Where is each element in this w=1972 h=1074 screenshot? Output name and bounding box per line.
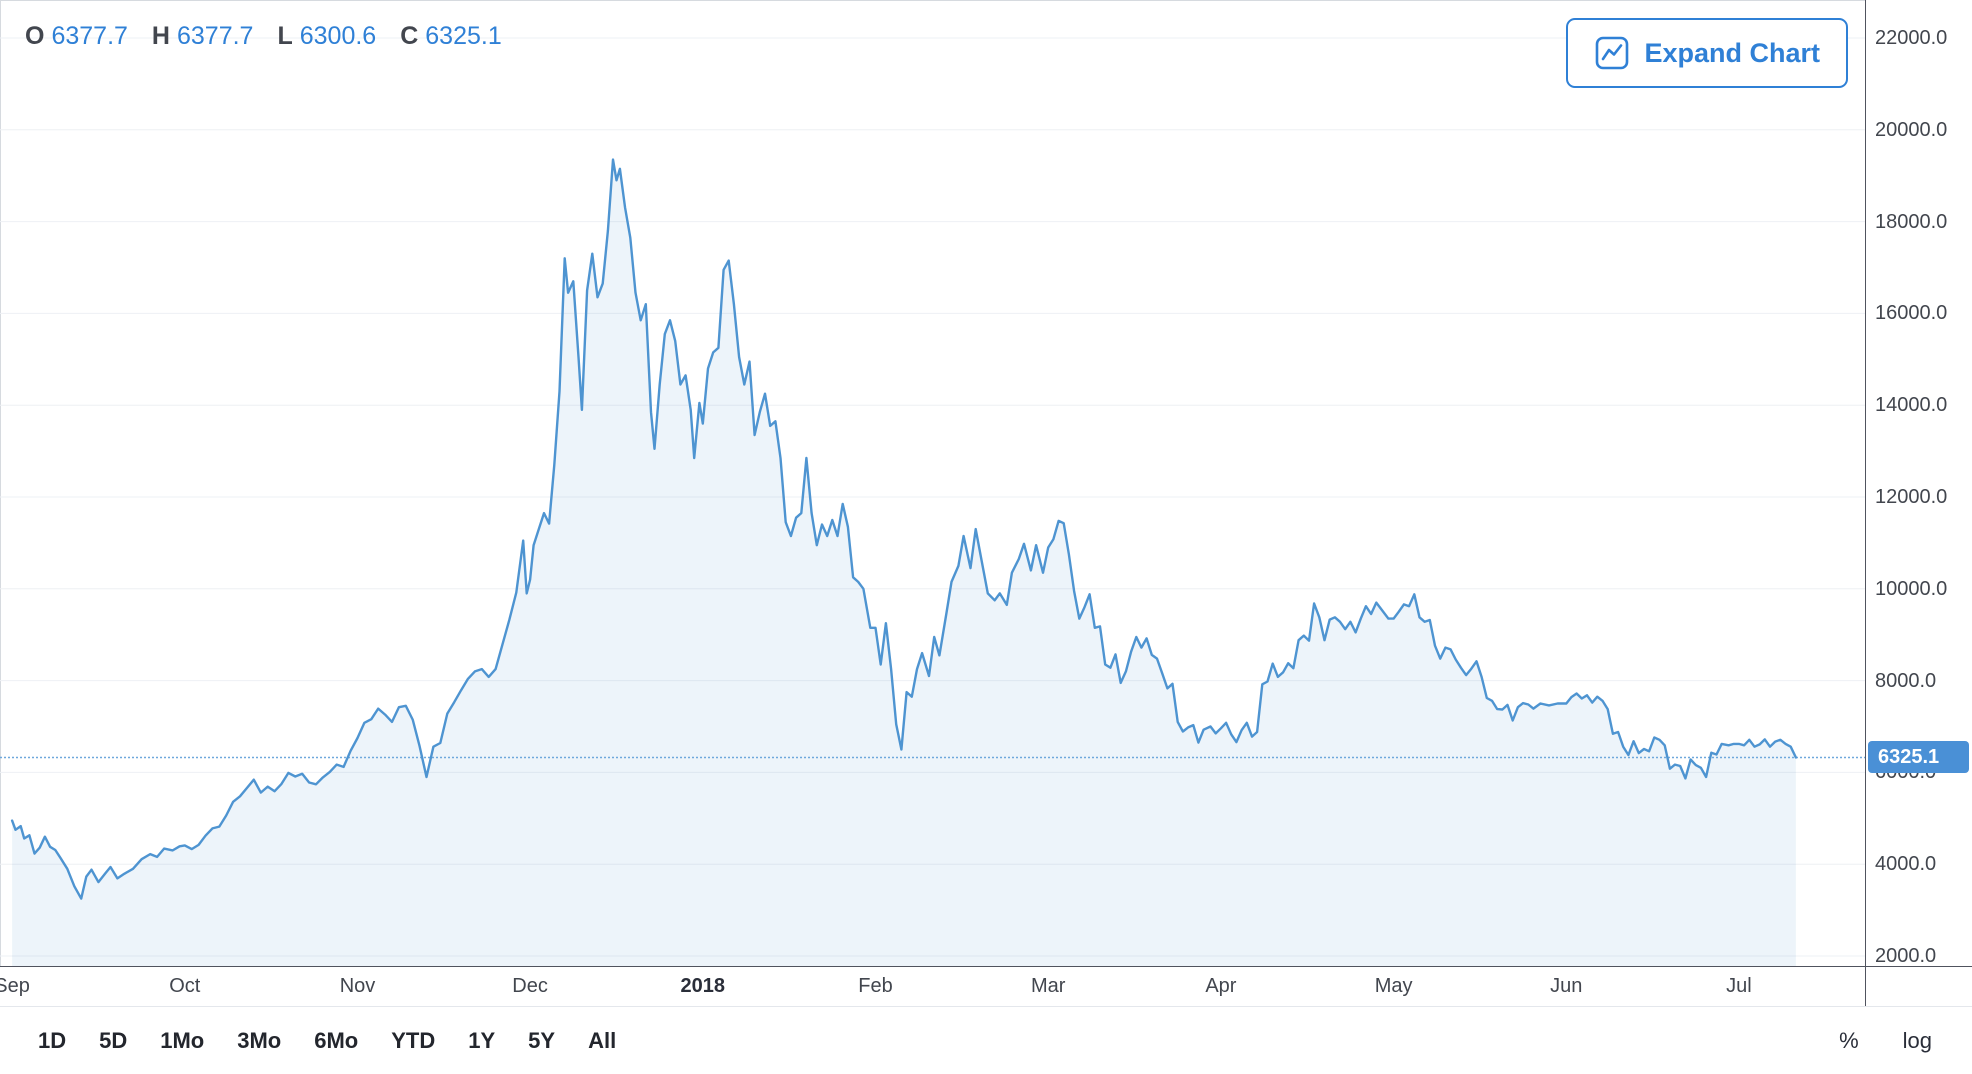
log-scale-button[interactable]: log [1902, 1027, 1932, 1053]
scale-buttons-group: % log [1839, 1028, 1932, 1054]
ohlc-low: L 6300.6 [277, 22, 376, 51]
y-axis-label: 20000.0 [1875, 118, 1948, 141]
y-axis-label: 14000.0 [1875, 394, 1948, 417]
time-axis-line [0, 966, 1972, 967]
ohlc-low-value: 6300.6 [299, 22, 377, 50]
expand-chart-button[interactable]: Expand Chart [1566, 18, 1848, 88]
ohlc-high-label: H [151, 22, 170, 50]
ohlc-close: C 6325.1 [400, 22, 502, 51]
x-axis-label: Sep [0, 975, 30, 997]
ohlc-open-label: O [25, 22, 45, 50]
x-axis-label: Jul [1726, 975, 1752, 997]
range-button-1d[interactable]: 1D [38, 1027, 67, 1053]
x-axis-label: Jun [1550, 975, 1583, 997]
range-button-5y[interactable]: 5Y [528, 1027, 556, 1053]
range-buttons-group: 1D 5D 1Mo 3Mo 6Mo YTD 1Y 5Y All [38, 1028, 616, 1054]
range-button-6mo[interactable]: 6Mo [314, 1027, 359, 1053]
price-chart[interactable] [0, 0, 1865, 966]
percent-scale-button[interactable]: % [1839, 1027, 1859, 1053]
price-series-line [10, 158, 1798, 900]
area-fill [12, 159, 1796, 966]
x-axis-label: Nov [339, 975, 376, 997]
ohlc-low-label: L [277, 22, 293, 50]
time-scale-axis[interactable]: Sep Oct Nov Dec 2018 Feb Mar Apr May Jun Jul [0, 967, 1865, 1006]
chart-plot-area[interactable] [0, 0, 1865, 966]
y-axis-label: 16000.0 [1875, 302, 1948, 325]
y-axis-label: 12000.0 [1875, 486, 1948, 508]
range-button-all[interactable]: All [588, 1027, 617, 1053]
ohlc-high-value: 6377.7 [176, 22, 254, 50]
range-toolbar: 1D 5D 1Mo 3Mo 6Mo YTD 1Y 5Y All % log [0, 1006, 1972, 1074]
x-axis-label: Dec [512, 975, 548, 997]
current-price-badge: 6325.1 [1868, 741, 1969, 774]
y-axis-label: 10000.0 [1875, 577, 1948, 600]
x-axis-label: May [1374, 975, 1413, 997]
range-button-5d[interactable]: 5D [99, 1027, 128, 1053]
ohlc-open-value: 6377.7 [51, 22, 128, 50]
x-axis-label: Oct [169, 975, 201, 997]
y-axis-label: 18000.0 [1875, 210, 1948, 233]
x-axis-label: Feb [858, 975, 893, 997]
y-axis-label: 22000.0 [1875, 27, 1948, 49]
range-button-3mo[interactable]: 3Mo [237, 1027, 282, 1053]
x-axis-label: 2018 [680, 975, 726, 997]
ohlc-legend: O 6377.7 H 6377.7 L 6300.6 C 6325.1 [25, 22, 502, 51]
ohlc-high: H 6377.7 [152, 22, 254, 51]
range-button-ytd[interactable]: YTD [391, 1027, 436, 1053]
ohlc-close-label: C [400, 22, 419, 50]
line-chart-icon [1596, 36, 1629, 70]
range-button-1y[interactable]: 1Y [468, 1027, 496, 1053]
range-button-1mo[interactable]: 1Mo [160, 1027, 205, 1053]
expand-chart-label: Expand Chart [1644, 37, 1820, 68]
price-scale-axis[interactable]: 6325.1 22000.0 20000.0 18000.0 16000.0 14000… [1865, 0, 1972, 1006]
y-axis-label: 4000.0 [1875, 853, 1937, 876]
ohlc-close-value: 6325.1 [425, 22, 502, 50]
y-axis-label: 8000.0 [1875, 669, 1937, 692]
y-axis-label: 2000.0 [1875, 945, 1937, 967]
ohlc-open: O 6377.7 [25, 22, 128, 51]
x-axis-label: Apr [1205, 975, 1237, 997]
x-axis-label: Mar [1030, 975, 1066, 997]
